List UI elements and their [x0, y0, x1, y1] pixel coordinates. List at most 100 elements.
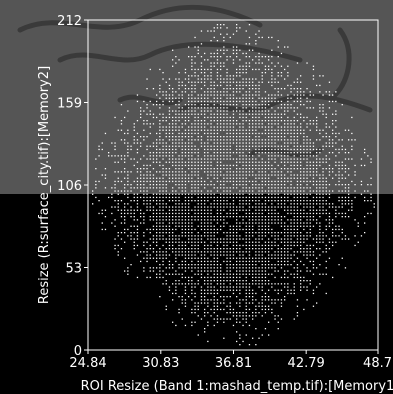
data-point [223, 62, 225, 64]
data-point [264, 184, 267, 186]
data-point [191, 225, 193, 227]
data-point [232, 292, 235, 295]
data-point [252, 164, 254, 167]
data-point [236, 68, 238, 71]
data-point [338, 206, 340, 208]
data-point [322, 190, 324, 192]
data-point [258, 228, 260, 231]
data-point [261, 164, 263, 167]
data-point [271, 286, 273, 288]
data-point [232, 120, 235, 122]
data-point [296, 184, 299, 186]
data-point [124, 212, 126, 215]
data-point [319, 132, 321, 135]
data-point [204, 94, 206, 96]
data-point [319, 228, 321, 231]
data-point [290, 88, 292, 90]
data-point [309, 235, 311, 237]
data-point [268, 193, 270, 195]
data-point [191, 219, 193, 221]
data-point [191, 238, 193, 240]
data-point [255, 180, 257, 183]
data-point [184, 305, 187, 307]
data-point [236, 148, 238, 151]
data-point [136, 228, 139, 231]
data-point [120, 232, 123, 234]
data-point [268, 219, 270, 221]
data-point [300, 286, 302, 288]
data-point [280, 139, 283, 141]
data-point [172, 155, 174, 157]
data-point [156, 267, 158, 269]
data-point [248, 222, 251, 224]
data-point [287, 254, 289, 256]
data-point [280, 206, 283, 208]
x-tick-label: 48.7 [363, 356, 392, 371]
data-point [226, 196, 228, 199]
data-point [335, 91, 337, 93]
data-point [293, 292, 295, 295]
data-point [274, 184, 276, 186]
data-point [261, 280, 263, 282]
data-point [204, 148, 206, 151]
data-point [258, 136, 260, 138]
data-point [191, 270, 193, 272]
data-point [159, 155, 161, 157]
data-point [300, 126, 302, 128]
data-point [200, 209, 203, 211]
data-point [194, 296, 196, 298]
data-point [152, 225, 155, 227]
y-tick-label: 159 [57, 97, 82, 112]
data-point [274, 158, 276, 160]
data-point [255, 206, 257, 208]
data-point [168, 289, 171, 291]
data-point [261, 222, 263, 224]
data-point [175, 123, 177, 125]
data-point [236, 27, 238, 29]
data-point [261, 142, 263, 144]
data-point [149, 206, 151, 208]
data-point [210, 180, 212, 183]
data-point [226, 267, 228, 269]
data-point [268, 56, 270, 58]
data-point [213, 203, 215, 205]
data-point [226, 305, 228, 307]
data-point [277, 321, 279, 323]
data-point [255, 280, 257, 282]
data-point [172, 321, 174, 323]
data-point [220, 107, 222, 109]
data-point [261, 209, 263, 211]
data-point [200, 113, 203, 115]
data-point [261, 302, 263, 304]
data-point [255, 200, 257, 202]
data-point [216, 219, 219, 221]
data-point [213, 155, 215, 157]
data-point [95, 158, 97, 160]
data-point [239, 158, 241, 160]
data-point [229, 212, 231, 215]
data-point [268, 142, 270, 144]
data-point [213, 30, 215, 32]
data-point [264, 228, 267, 231]
data-point [178, 193, 180, 195]
data-point [213, 296, 215, 298]
data-point [319, 264, 321, 266]
data-point [229, 78, 231, 80]
data-point [236, 264, 238, 266]
data-point [316, 302, 318, 304]
data-point [216, 171, 219, 173]
data-point [245, 302, 247, 304]
data-point [120, 190, 123, 192]
data-point [194, 88, 196, 90]
data-point [306, 174, 308, 176]
data-point [162, 193, 164, 195]
data-point [293, 136, 295, 138]
data-point [236, 168, 238, 170]
data-point [220, 164, 222, 167]
data-point [261, 296, 263, 298]
data-point [124, 187, 126, 189]
data-point [319, 174, 321, 176]
data-point [239, 193, 241, 195]
data-point [232, 232, 235, 234]
data-point [194, 206, 196, 208]
